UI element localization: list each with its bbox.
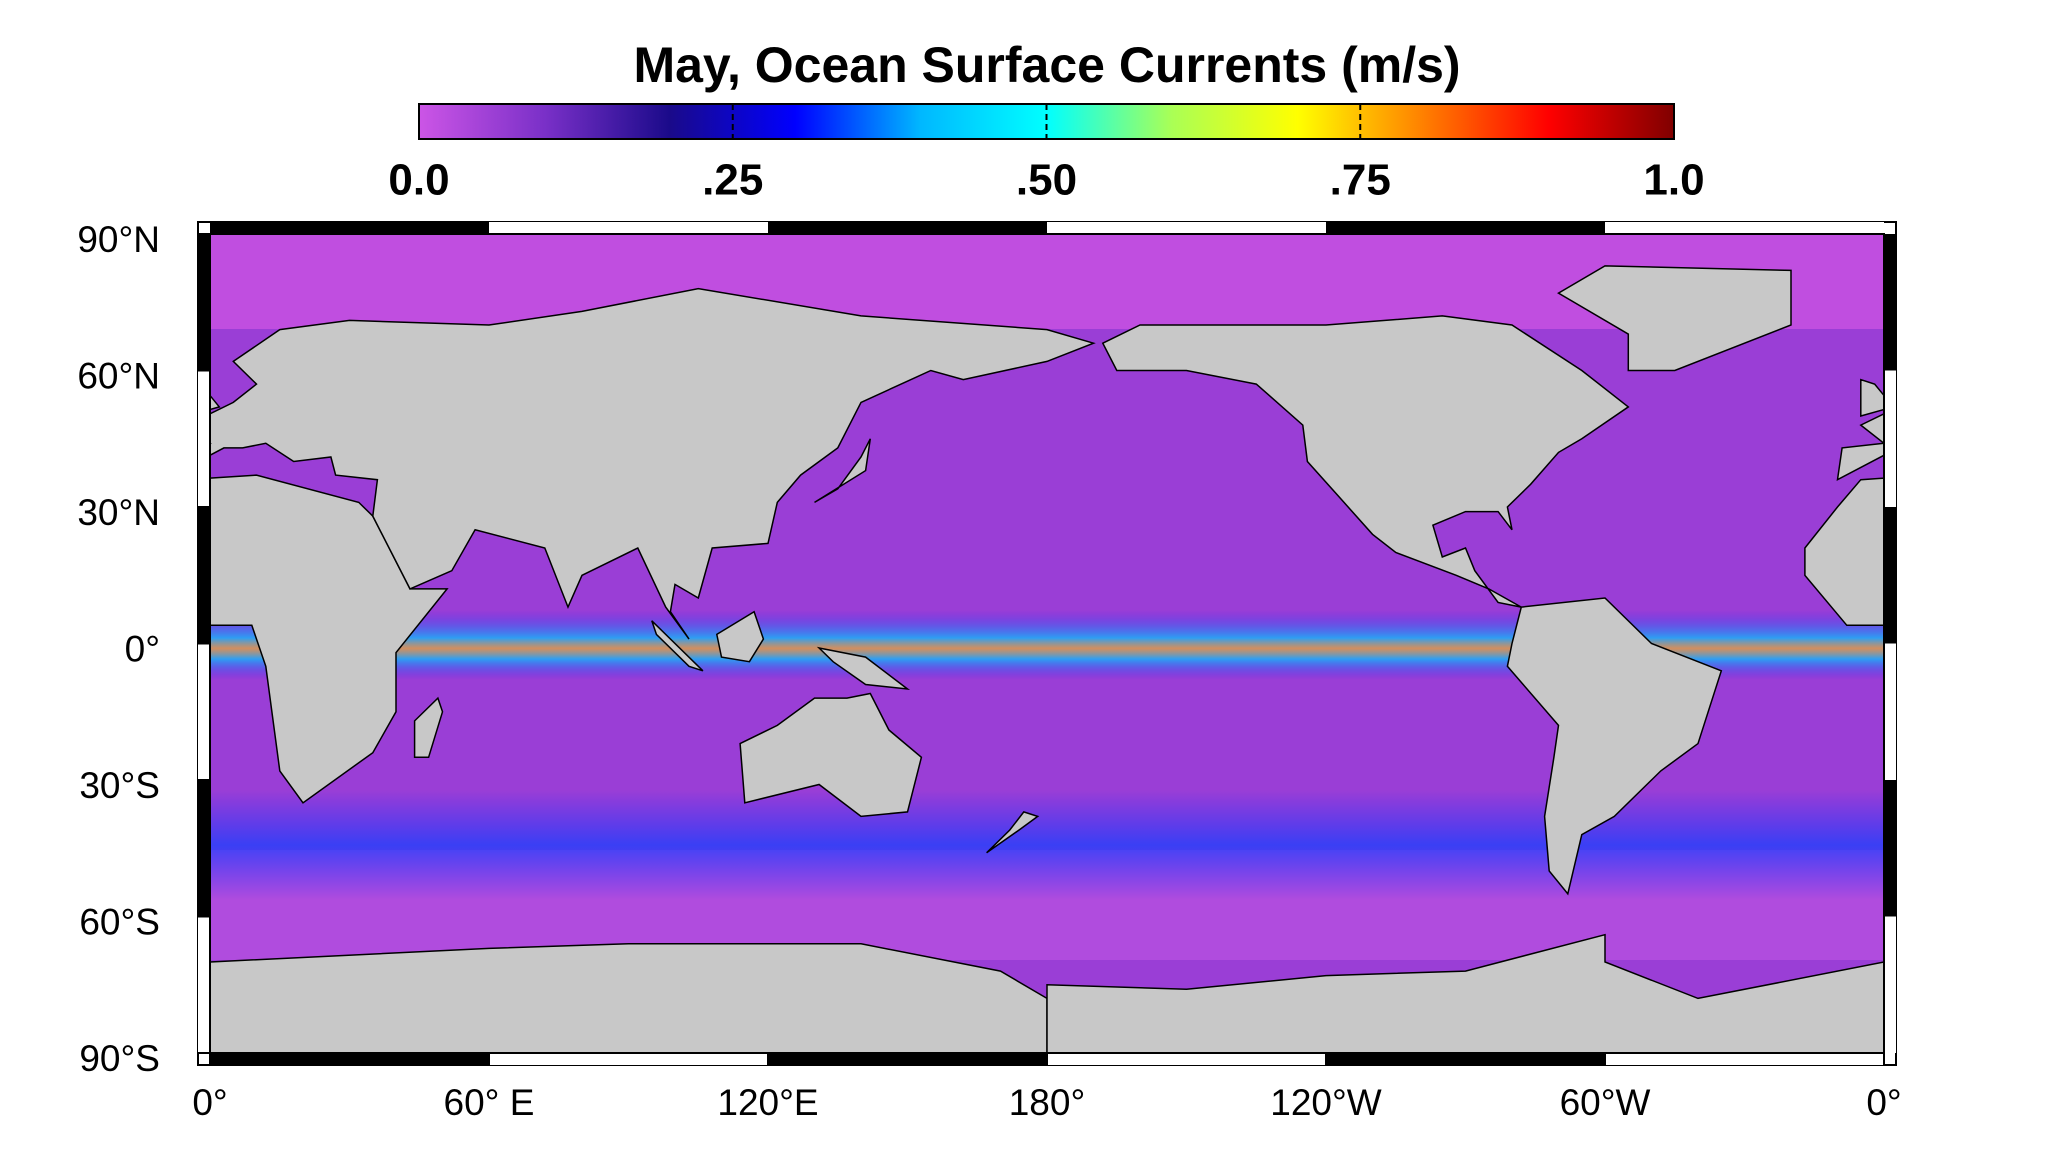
frame-segment: [1884, 507, 1896, 644]
x-tick-label: 60°W: [1560, 1082, 1651, 1123]
frame-segment: [198, 507, 210, 644]
map-frame-inner: [209, 233, 1885, 1054]
land-japan: [814, 438, 872, 504]
land-australia: [739, 692, 923, 818]
frame-segment: [1884, 780, 1896, 917]
x-tick-label: 120°W: [1270, 1082, 1382, 1123]
land-eurasia: [1836, 412, 1884, 482]
frame-segment: [198, 643, 210, 780]
x-tick-label: 0°: [192, 1082, 227, 1123]
land-southamerica: [0, 598, 47, 894]
frame-segment: [1326, 1053, 1605, 1065]
x-tick-label: 180°: [1009, 1082, 1086, 1123]
y-tick-label: 30°N: [77, 492, 160, 533]
y-tick-label: 90°N: [77, 219, 160, 260]
land-newzealand: [986, 811, 1040, 854]
frame-segment: [1326, 222, 1605, 234]
land-madagascar: [413, 696, 444, 759]
frame-segment: [198, 234, 210, 371]
frame-segment: [1884, 643, 1896, 780]
frame-segment: [210, 222, 489, 234]
land-britain: [210, 394, 221, 411]
frame-segment: [198, 916, 210, 1053]
land-northamerica: [1101, 315, 1630, 608]
y-tick-label: 0°: [125, 628, 160, 669]
land-newguinea: [816, 646, 911, 691]
x-tick-label: 120°E: [717, 1082, 818, 1123]
land-greenland: [1557, 265, 1792, 372]
land-eurasia: [210, 287, 1096, 640]
frame-segment: [1884, 234, 1896, 371]
colorbar-tick-label: .25: [702, 156, 763, 205]
land-antarctica: [210, 943, 1048, 1053]
colorbar-tick-label: .75: [1330, 156, 1391, 205]
frame-segment: [1884, 916, 1896, 1053]
x-tick-label: 0°: [1866, 1082, 1901, 1123]
land-antarctica: [1046, 933, 1884, 1053]
land-africa: [210, 474, 449, 804]
land-sumatra: [651, 620, 704, 672]
chart-title: May, Ocean Surface Currents (m/s): [633, 37, 1460, 93]
frame-segment: [1047, 222, 1326, 234]
y-tick-label: 60°N: [77, 355, 160, 396]
circumpolar-current: [210, 790, 1884, 900]
map-area: [0, 234, 1884, 1053]
frame-segment: [1047, 1053, 1326, 1065]
colorbar-tick-label: .50: [1016, 156, 1077, 205]
colorbar-tick-label: 0.0: [388, 156, 449, 205]
land-southamerica: [1506, 597, 1723, 896]
frame-segment: [489, 1053, 768, 1065]
y-tick-label: 90°S: [79, 1038, 160, 1079]
land-africa: [1804, 477, 1884, 627]
frame-segment: [198, 370, 210, 507]
y-tick-label: 30°S: [79, 765, 160, 806]
frame-segment: [198, 780, 210, 917]
x-tick-label: 60° E: [444, 1082, 535, 1123]
y-tick-label: 60°S: [79, 901, 160, 942]
land-britain: [1860, 378, 1884, 417]
frame-segment: [768, 1053, 1047, 1065]
frame-segment: [489, 222, 768, 234]
frame-segment: [210, 1053, 489, 1065]
land-borneo: [715, 610, 765, 663]
frame-segment: [768, 222, 1047, 234]
colorbar-tick-label: 1.0: [1643, 156, 1704, 205]
frame-segment: [1605, 1053, 1884, 1065]
frame-segment: [1605, 222, 1884, 234]
frame-segment: [1884, 370, 1896, 507]
